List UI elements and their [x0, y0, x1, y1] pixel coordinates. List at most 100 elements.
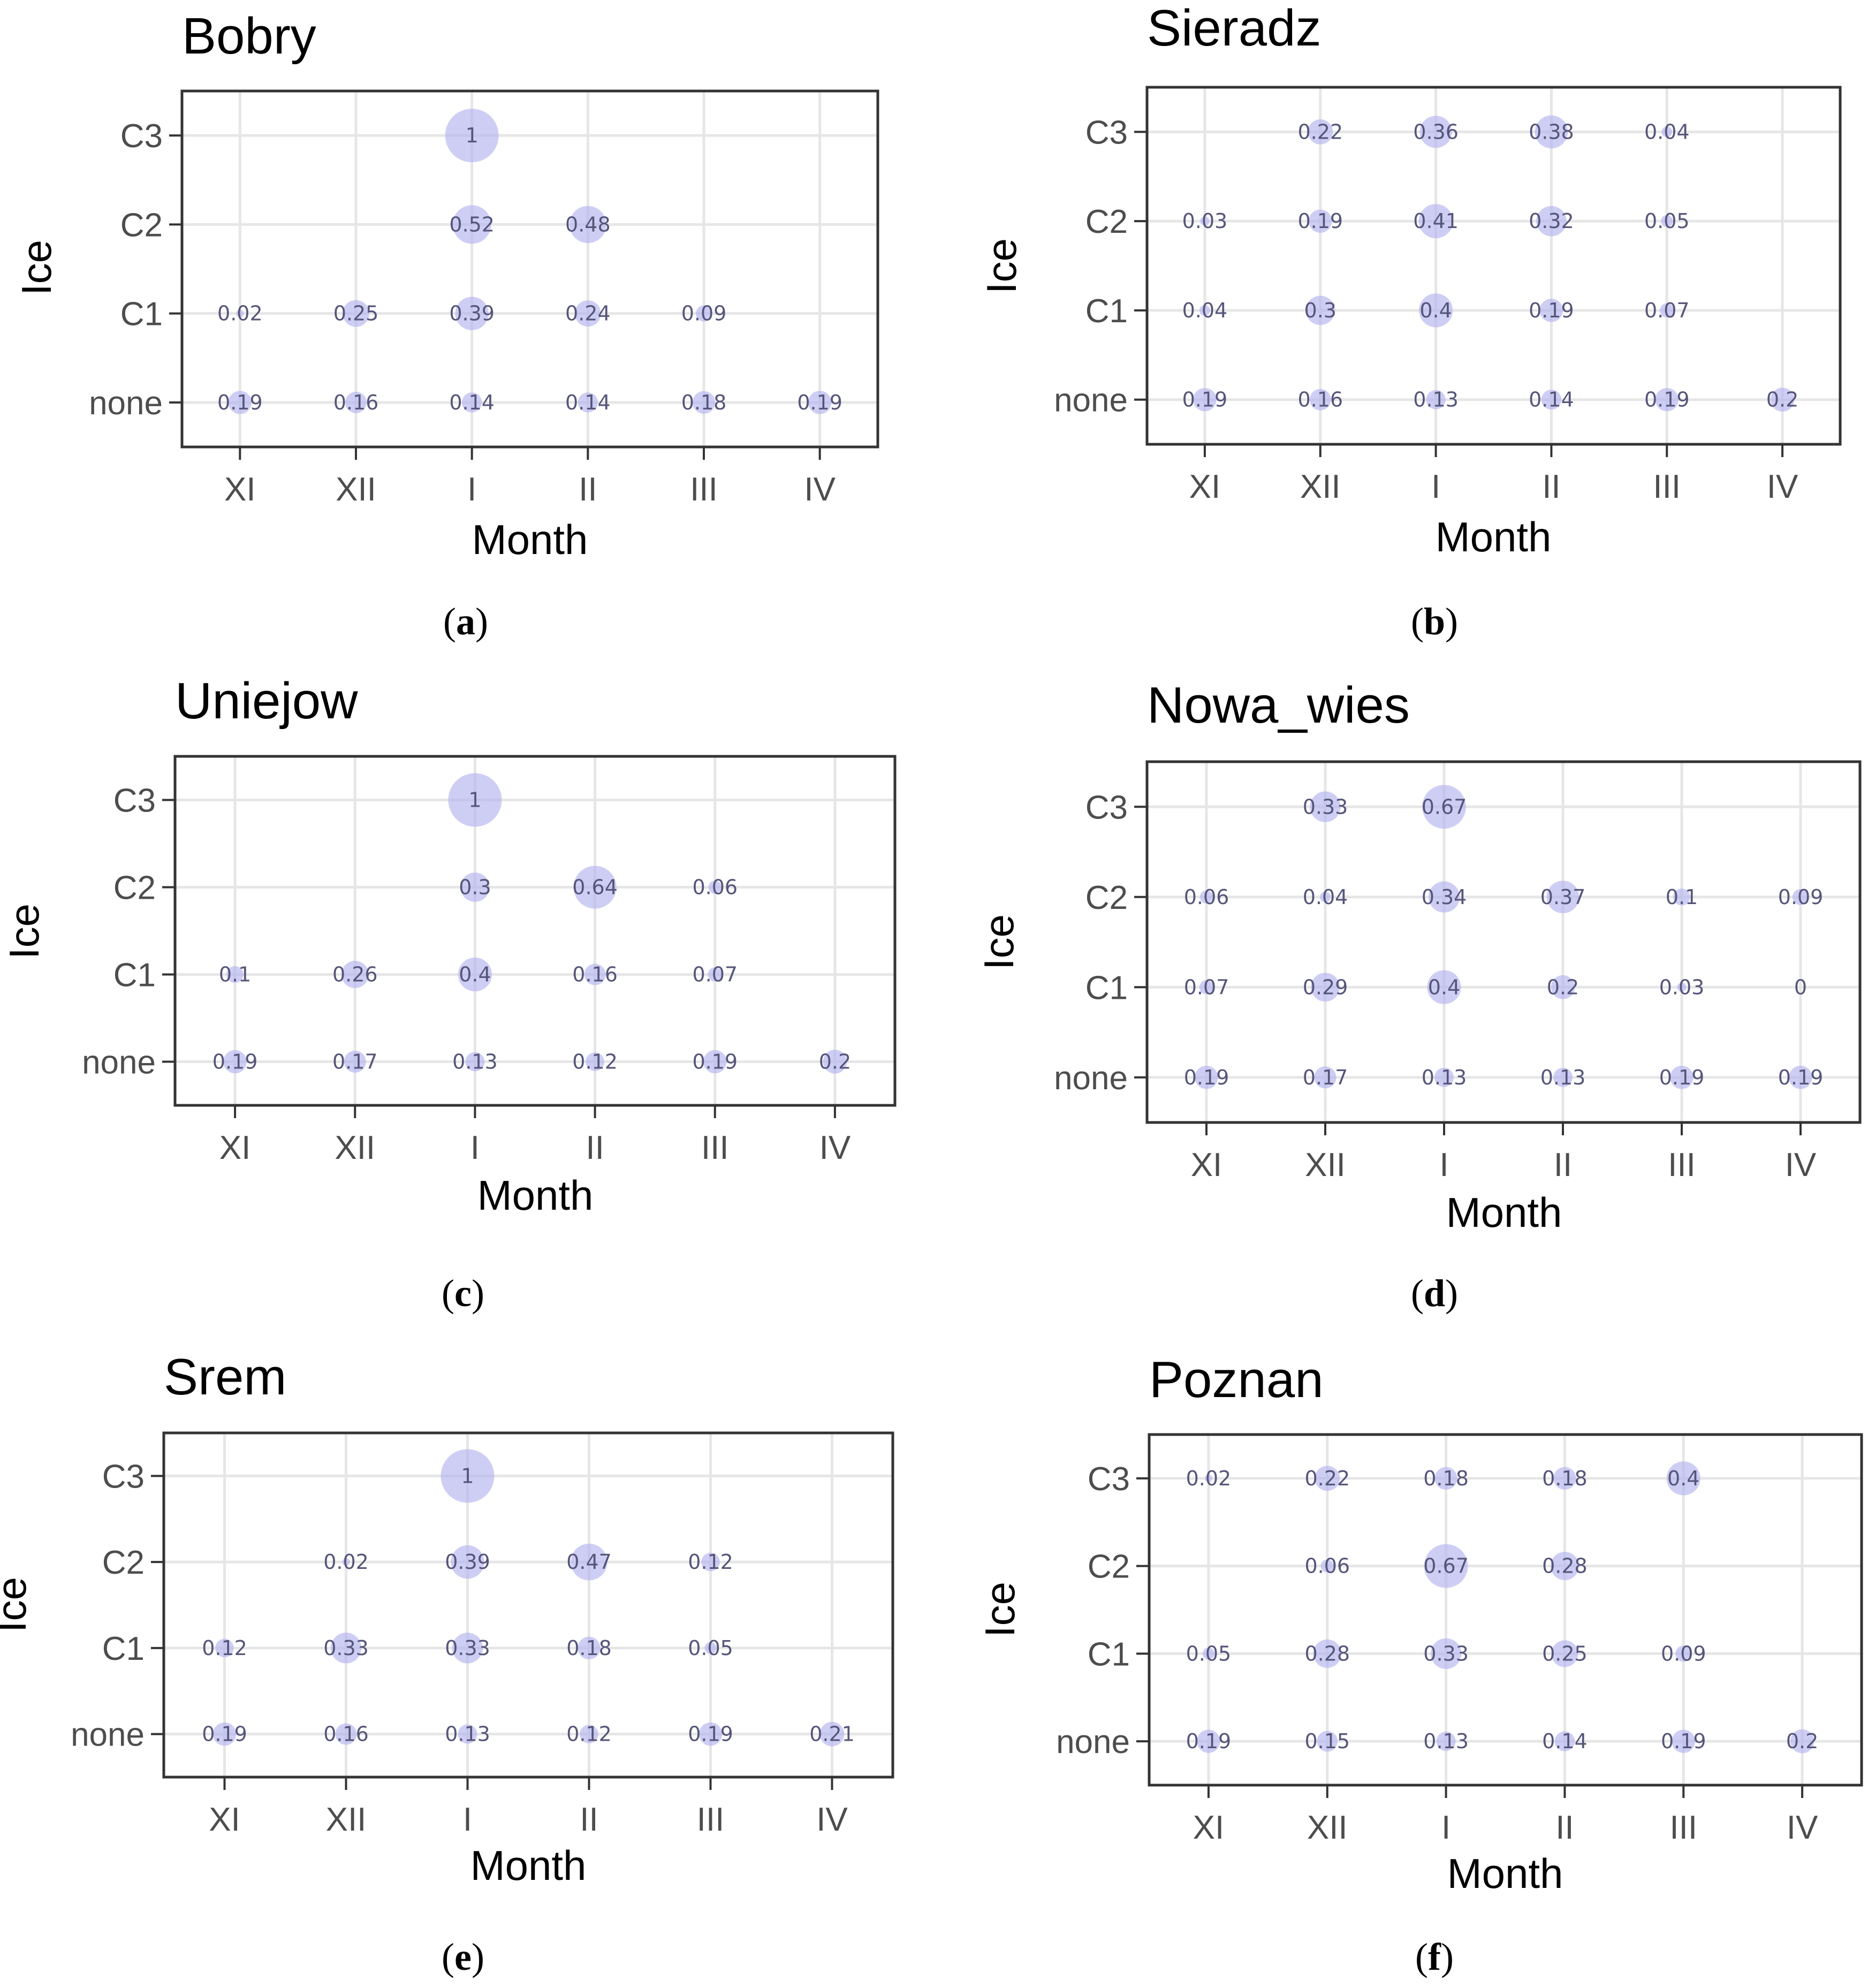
bubble-value-label: 0.2 [1766, 388, 1798, 412]
bubble-point [465, 1052, 485, 1072]
bubble-value-label: 0.38 [1529, 120, 1574, 143]
bubble-point [574, 300, 601, 327]
bubble-value-label: 0.18 [566, 1636, 612, 1660]
bubble-point [586, 1052, 604, 1071]
y-tick-label: none [1054, 382, 1128, 419]
bubble-value-label: 0.13 [1423, 1729, 1469, 1753]
bubble-point [1314, 1066, 1337, 1089]
bubble-point [1660, 303, 1674, 318]
bubble-value-label: 0.02 [217, 302, 263, 325]
x-axis-title: Month [1436, 513, 1552, 560]
bubble-point [452, 1633, 483, 1664]
bubble-value-label: 0.19 [1778, 1066, 1824, 1089]
bubble-value-label: 0.4 [1667, 1467, 1699, 1490]
bubble-value-label: 0.48 [565, 213, 611, 236]
bubble-value-label: 0.09 [1661, 1642, 1706, 1665]
bubble-point [1666, 1461, 1700, 1496]
x-tick-label: I [1439, 1147, 1448, 1183]
chart-panel-nowa_wies: Nowa_wies 0.33 0.67 0.06 0.04 0.34 0.37 0.1 0.09… [975, 677, 1862, 1315]
panel-title: Nowa_wies [1147, 677, 1410, 734]
bubble-point [701, 1552, 720, 1572]
bubble-value-label: 0.36 [1413, 120, 1459, 143]
bubble-point [1418, 293, 1453, 328]
y-tick-label: C3 [1085, 789, 1128, 826]
bubble-point [580, 1725, 598, 1743]
x-tick-label: XII [1307, 1809, 1348, 1846]
bubble-point [1193, 388, 1217, 412]
x-tick-label: IV [1787, 1809, 1818, 1846]
bubble-value-label: 0.18 [1423, 1467, 1469, 1490]
bubble-value-label: 0.67 [1422, 795, 1467, 818]
bubble-value-label: 0.12 [572, 1050, 618, 1074]
bubble-point [1419, 116, 1452, 148]
panel-title: Bobry [182, 7, 316, 65]
bubble-point [452, 205, 491, 244]
bubble-value-label: 0.4 [1428, 975, 1460, 999]
y-tick-label: C1 [1085, 969, 1128, 1006]
bubble-point [1677, 982, 1687, 992]
bubble-point [1202, 1648, 1215, 1660]
bubble-point [1546, 881, 1580, 914]
bubble-value-label: 0.52 [449, 213, 495, 236]
x-tick-label: XII [336, 471, 376, 508]
bubble-point [1661, 215, 1673, 227]
bubble-value-label: 0.06 [692, 876, 738, 899]
y-tick-label: C2 [1088, 1549, 1130, 1585]
bubble-point [1661, 126, 1673, 138]
bubble-value-label: 0.03 [1659, 975, 1705, 999]
plot-frame [1145, 86, 1842, 446]
bubble-value-label: 0.12 [566, 1723, 612, 1746]
bubble-value-label: 0.09 [1778, 885, 1824, 909]
plot-frame [180, 89, 879, 449]
bubble-point [584, 963, 606, 985]
bubble-point [1305, 295, 1335, 325]
bubble-value-label: 0.04 [1182, 299, 1228, 322]
bubble-value-label: 0.2 [819, 1050, 851, 1074]
plot-frame [162, 1431, 894, 1779]
x-tick-label: XI [1189, 468, 1221, 505]
bubble-point [448, 773, 502, 827]
bubble-point [458, 1724, 477, 1744]
bubble-point [1550, 1552, 1579, 1581]
bubble-value-label: 0.19 [1529, 299, 1574, 322]
x-axis-title: Month [1447, 1850, 1563, 1897]
bubble-value-label: 0.04 [1303, 885, 1348, 909]
bubble-value-label: 0.32 [1529, 209, 1574, 233]
bubble-value-label: 0.33 [323, 1636, 369, 1660]
bubble-value-label: 0.02 [323, 1550, 369, 1574]
bubble-point [223, 1050, 247, 1074]
bubble-value-label: 0.19 [688, 1723, 733, 1746]
bubble-point [226, 966, 244, 983]
bubble-point [1308, 119, 1333, 145]
bubble-point [1539, 299, 1563, 322]
x-tick-label: XII [335, 1129, 375, 1166]
bubble-value-label: 0.28 [1542, 1554, 1588, 1578]
y-axis-title: Ice [1, 904, 48, 959]
bubble-value-label: 0.16 [333, 391, 379, 414]
chart-panel-uniejow: Uniejow 1 0.3 0.64 0.06 0.1 0.26 0.4 0.16 0.07 0.1… [1, 672, 897, 1315]
y-tick-label: C2 [120, 207, 163, 244]
y-axis-title: Ice [976, 1582, 1023, 1637]
x-tick-label: I [467, 471, 476, 508]
bubble-value-label: 0.05 [688, 1636, 733, 1660]
x-tick-label: II [1555, 1809, 1574, 1846]
bubble-value-label: 0.12 [688, 1550, 733, 1574]
bubble-point [1789, 1065, 1812, 1089]
bubble-point [1195, 1065, 1218, 1089]
plot-frame [1148, 1433, 1863, 1787]
bubble-value-label: 0.19 [1644, 388, 1690, 412]
bubble-value-label: 0.19 [1659, 1066, 1705, 1089]
x-tick-label: II [1554, 1147, 1572, 1183]
bubble-value-label: 0.19 [212, 1050, 258, 1074]
gridlines [175, 756, 895, 1105]
bubble-value-label: 0.39 [445, 1550, 490, 1574]
bubble-value-label: 0.39 [449, 302, 495, 325]
bubble-point [1426, 390, 1446, 409]
bubble-value-label: 0.37 [1540, 885, 1586, 909]
bubble-value-label: 0.22 [1297, 120, 1343, 143]
x-tick-label: III [701, 1129, 729, 1166]
y-tick-label: C1 [1085, 293, 1128, 330]
bubbles: 1 0.02 0.39 0.47 0.12 0.12 0.33 0.33 0.18 0.05 0.1… [202, 1449, 855, 1747]
bubble-point [460, 872, 490, 902]
